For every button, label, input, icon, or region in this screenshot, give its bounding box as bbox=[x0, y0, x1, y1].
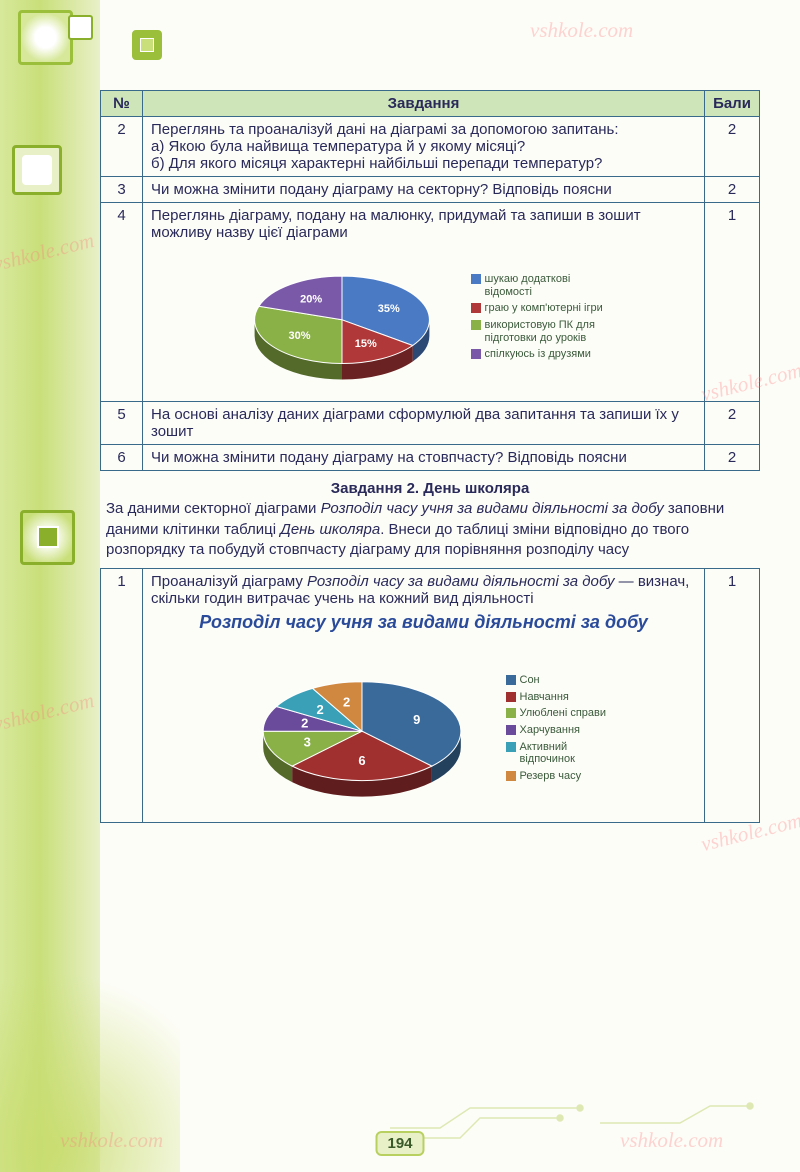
chart1-container: 35% 15% 30% 20% шукаю додаткові відомостігр… bbox=[151, 241, 696, 397]
text-italic: День школяра bbox=[280, 521, 380, 538]
circuit-decoration bbox=[380, 1098, 760, 1148]
cell-score: 2 bbox=[705, 445, 760, 471]
deco-square bbox=[20, 510, 75, 565]
watermark: vshkole.com bbox=[530, 18, 633, 43]
cell-num: 1 bbox=[101, 569, 143, 823]
svg-text:2: 2 bbox=[343, 695, 350, 710]
cell-score: 1 bbox=[705, 569, 760, 823]
deco-glow bbox=[0, 932, 180, 1172]
cell-text: Переглянь діаграму, подану на малюнку, п… bbox=[143, 203, 705, 402]
task2-table: 1 Проаналізуй діаграму Розподіл часу за … bbox=[100, 568, 760, 823]
cell-score: 2 bbox=[705, 177, 760, 203]
cell-text: Проаналізуй діаграму Розподіл часу за ви… bbox=[143, 569, 705, 823]
cell-score: 1 bbox=[705, 203, 760, 402]
table-row: 1 Проаналізуй діаграму Розподіл часу за … bbox=[101, 569, 760, 823]
page-number: 194 bbox=[375, 1131, 424, 1156]
table-row: 4 Переглянь діаграму, подану на малюнку,… bbox=[101, 203, 760, 402]
cell-text: Чи можна змінити подану діаграму на сект… bbox=[143, 177, 705, 203]
cell-num: 6 bbox=[101, 445, 143, 471]
page-number-box: 194 bbox=[375, 1131, 424, 1156]
svg-text:2: 2 bbox=[316, 703, 323, 718]
tasks-table: № Завдання Бали 2 Переглянь та проаналіз… bbox=[100, 90, 760, 471]
deco-square bbox=[18, 10, 73, 65]
svg-text:30%: 30% bbox=[288, 330, 310, 342]
svg-text:6: 6 bbox=[358, 753, 365, 768]
svg-text:2: 2 bbox=[301, 716, 308, 731]
text-italic: Розподіл часу учня за видами діяльності … bbox=[321, 500, 664, 517]
table-row: 3 Чи можна змінити подану діаграму на се… bbox=[101, 177, 760, 203]
table-row: 5 На основі аналізу даних діаграми сформ… bbox=[101, 402, 760, 445]
deco-square bbox=[22, 155, 52, 185]
cell-num: 2 bbox=[101, 117, 143, 177]
cell-text: Чи можна змінити подану діаграму на стов… bbox=[143, 445, 705, 471]
header-score: Бали bbox=[705, 91, 760, 117]
svg-text:15%: 15% bbox=[354, 338, 376, 350]
cell-score: 2 bbox=[705, 117, 760, 177]
cell-num: 4 bbox=[101, 203, 143, 402]
task-text: Переглянь діаграму, подану на малюнку, п… bbox=[151, 207, 696, 241]
table-row: 6 Чи можна змінити подану діаграму на ст… bbox=[101, 445, 760, 471]
task2-intro: За даними секторної діаграми Розподіл ча… bbox=[106, 500, 724, 558]
text: Проаналізуй діаграму bbox=[151, 573, 307, 590]
svg-text:9: 9 bbox=[413, 712, 420, 727]
pie-chart-1: 35% 15% 30% 20% bbox=[227, 247, 457, 387]
pie-chart-2: 963222 bbox=[232, 648, 492, 808]
chart2-container: 963222 СонНавчанняУлюблені справиХарчува… bbox=[151, 642, 696, 818]
text: За даними секторної діаграми bbox=[106, 500, 321, 517]
cell-num: 5 bbox=[101, 402, 143, 445]
chart2-legend: СонНавчанняУлюблені справиХарчуванняАкти… bbox=[506, 670, 616, 786]
svg-text:20%: 20% bbox=[300, 294, 322, 306]
chart2-title: Розподіл часу учня за видами діяльності … bbox=[151, 611, 696, 634]
cell-text: На основі аналізу даних діаграми сформул… bbox=[143, 402, 705, 445]
header-num: № bbox=[101, 91, 143, 117]
table-row: 2 Переглянь та проаналізуй дані на діагр… bbox=[101, 117, 760, 177]
table-header-row: № Завдання Бали bbox=[101, 91, 760, 117]
header-task: Завдання bbox=[143, 91, 705, 117]
cell-text: Переглянь та проаналізуй дані на діаграм… bbox=[143, 117, 705, 177]
deco-square bbox=[68, 15, 93, 40]
svg-text:3: 3 bbox=[303, 735, 310, 750]
deco-square bbox=[132, 30, 162, 60]
task2-title: Завдання 2. День школяра bbox=[106, 475, 754, 499]
svg-text:35%: 35% bbox=[377, 303, 399, 315]
text-italic: Розподіл часу за видами діяльності за до… bbox=[307, 573, 614, 590]
cell-num: 3 bbox=[101, 177, 143, 203]
cell-score: 2 bbox=[705, 402, 760, 445]
task2-block: Завдання 2. День школяра За даними секто… bbox=[100, 471, 760, 568]
chart1-legend: шукаю додаткові відомостіграю у комп'юте… bbox=[471, 269, 621, 365]
page-content: № Завдання Бали 2 Переглянь та проаналіз… bbox=[100, 90, 760, 823]
